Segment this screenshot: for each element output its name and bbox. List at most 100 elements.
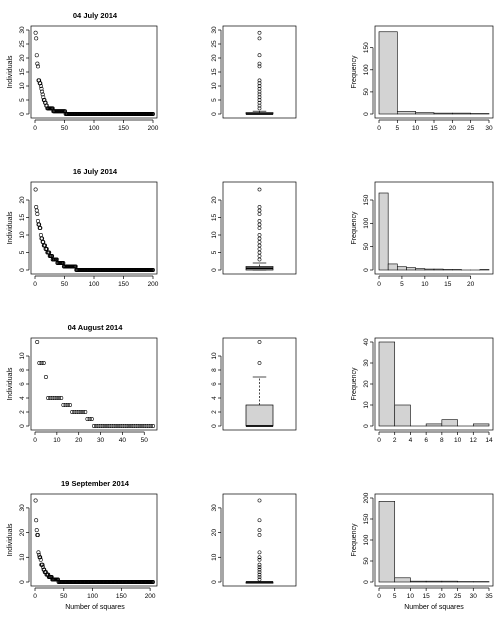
boxplot-outlier [257, 53, 262, 58]
histogram-x-tick-label: 4 [409, 437, 413, 444]
scatter-y-tick-label: 20 [19, 196, 26, 204]
scatter-point [38, 84, 43, 89]
scatter-point [35, 339, 40, 344]
histogram-x-tick-label: 0 [377, 593, 381, 600]
scatter-point [129, 423, 134, 428]
boxplot-outlier [257, 247, 262, 251]
scatter-point [40, 92, 45, 97]
scatter-point [94, 423, 99, 428]
boxplot-frame [222, 337, 297, 431]
scatter-point [144, 423, 149, 428]
boxplot-outlier [257, 518, 262, 523]
histogram-frame [374, 337, 494, 431]
scatter-point [34, 53, 39, 58]
histogram-bar [387, 263, 398, 271]
boxplot-outlier [257, 570, 262, 575]
scatter-point [135, 423, 140, 428]
histogram-x-tick-label: 0 [377, 437, 381, 444]
histogram-x-tick-label: 12 [470, 437, 478, 444]
boxplot-outlier [257, 30, 262, 35]
boxplot-outlier [257, 240, 262, 244]
scatter-point [39, 360, 44, 365]
scatter-point [70, 409, 75, 414]
histogram-y-tick-label: 150 [363, 42, 370, 53]
boxplot-frame [222, 181, 297, 275]
boxplot-panel: 0 5 10 15 20 [211, 181, 297, 275]
boxplot-y-tick-label: 25 [211, 40, 218, 48]
histogram-y-axis-title: Frequency [351, 211, 358, 245]
boxplot-outlier [257, 565, 262, 570]
scatter-point [81, 409, 86, 414]
histogram-bar [406, 267, 416, 271]
boxplot-outlier [257, 98, 262, 102]
scatter-x-tick-label: 50 [141, 437, 149, 444]
scatter-point [34, 36, 39, 41]
scatter-x-tick-label: 30 [97, 437, 105, 444]
scatter-x-tick-label: 200 [148, 281, 159, 288]
histogram-bar [378, 341, 396, 427]
scatter-x-tick-label: 10 [53, 437, 61, 444]
scatter-y-axis-title: Individuals [7, 55, 14, 89]
histogram-frame [374, 493, 494, 587]
scatter-plot-frame [30, 25, 158, 119]
scatter-point [48, 395, 53, 400]
scatter-point [35, 61, 40, 66]
scatter-y-axis-title: Individuals [7, 523, 14, 557]
scatter-point [61, 402, 66, 407]
histogram-x-tick-label: 8 [440, 437, 444, 444]
scatter-point [36, 550, 41, 555]
boxplot-outlier [257, 575, 262, 579]
scatter-point [35, 64, 40, 69]
scatter-x-tick-label: 100 [89, 125, 100, 132]
scatter-y-tick-label: 5 [19, 98, 26, 102]
histogram-panel: 0 5 10 15 20 25 30 0 50 100 150 Frequency [351, 25, 494, 132]
scatter-x-tick-label: 50 [61, 125, 69, 132]
boxplot-y-tick-label: 10 [211, 352, 218, 360]
row-title: 04 July 2014 [73, 11, 118, 20]
scatter-point [74, 409, 79, 414]
histogram-x-tick-label: 6 [424, 437, 428, 444]
scatter-point [78, 409, 83, 414]
histogram-y-tick-label: 150 [363, 513, 370, 524]
histogram-y-axis-title: Frequency [351, 523, 358, 557]
boxplot-outlier [257, 84, 262, 88]
boxplot-y-tick-label: 20 [211, 529, 218, 537]
histogram-y-tick-label: 50 [363, 243, 370, 251]
histogram-x-tick-label: 2 [393, 437, 397, 444]
boxplot-outlier [257, 550, 262, 555]
boxplot-outlier [257, 243, 262, 248]
histogram-bar [425, 580, 443, 583]
scatter-point [151, 112, 156, 117]
scatter-point [151, 267, 156, 272]
histogram-bar [397, 266, 407, 271]
scatter-point [38, 226, 43, 231]
boxplot-y-tick-label: 8 [211, 368, 218, 372]
boxplot-y-tick-label: 30 [211, 26, 218, 34]
histogram-y-tick-label: 100 [363, 64, 370, 75]
scatter-y-tick-label: 30 [19, 26, 26, 34]
scatter-point [33, 498, 38, 503]
histogram-y-tick-label: 200 [363, 492, 370, 503]
scatter-plot-frame [30, 493, 158, 587]
scatter-y-tick-label: 10 [19, 352, 26, 360]
histogram-x-tick-label: 10 [454, 437, 462, 444]
scatter-point [96, 423, 101, 428]
scatter-panel: 0 50 100 150 200 0 10 20 30 Individuals [7, 493, 158, 600]
scatter-x-tick-label: 150 [118, 281, 129, 288]
boxplot-y-tick-label: 15 [211, 68, 218, 76]
boxplot-box [245, 404, 274, 427]
scatter-point [39, 86, 44, 91]
scatter-point [41, 360, 46, 365]
histogram-x-tick-label: 35 [485, 593, 493, 600]
boxplot-y-tick-label: 0 [211, 580, 218, 584]
boxplot-outlier [257, 361, 262, 365]
histogram-frame [374, 181, 494, 275]
boxplot-outlier [257, 567, 262, 572]
boxplot-y-tick-label: 30 [211, 504, 218, 512]
scatter-y-axis-title: Individuals [7, 211, 14, 245]
histogram-y-tick-label: 50 [363, 88, 370, 96]
scatter-x-tick-label: 100 [89, 281, 100, 288]
histogram-x-tick-label: 30 [485, 125, 493, 132]
scatter-x-tick-label: 0 [33, 593, 37, 600]
histogram-y-tick-label: 0 [363, 424, 370, 428]
